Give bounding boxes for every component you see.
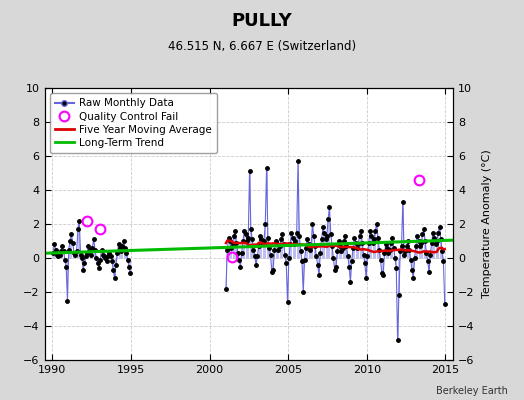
Text: PULLY: PULLY: [232, 12, 292, 30]
Text: Berkeley Earth: Berkeley Earth: [436, 386, 508, 396]
Legend: Raw Monthly Data, Quality Control Fail, Five Year Moving Average, Long-Term Tren: Raw Monthly Data, Quality Control Fail, …: [50, 93, 217, 153]
Text: 46.515 N, 6.667 E (Switzerland): 46.515 N, 6.667 E (Switzerland): [168, 40, 356, 53]
Y-axis label: Temperature Anomaly (°C): Temperature Anomaly (°C): [482, 150, 492, 298]
